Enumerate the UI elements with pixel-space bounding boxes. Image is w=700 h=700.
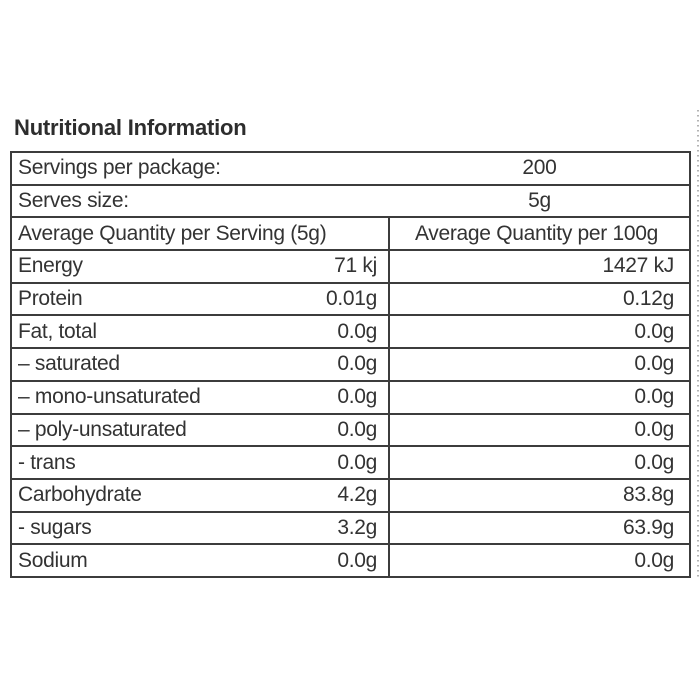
- row-column-headers: Average Quantity per Serving (5g) Averag…: [12, 216, 689, 250]
- per-serving-value: 0.0g: [337, 450, 377, 474]
- per-100g-value: 83.8g: [622, 483, 674, 507]
- energy-cell: Energy 71 kj: [12, 251, 390, 282]
- per-serving-value: 0.0g: [337, 352, 377, 376]
- mono-unsaturated-cell: – mono-unsaturated 0.0g: [12, 381, 390, 413]
- row-carbohydrate: Carbohydrate 4.2g 83.8g: [12, 477, 689, 511]
- per-serving-value: 71 kj: [334, 254, 377, 278]
- protein-cell: Protein 0.01g: [12, 283, 390, 315]
- nutrient-label: Carbohydrate: [18, 483, 142, 507]
- row-fat-total: Fat, total 0.0g 0.0g: [12, 314, 689, 348]
- sugars-cell: - sugars 3.2g: [12, 512, 390, 544]
- nutrient-label: - trans: [18, 450, 76, 474]
- per-100g-value: 1427 kJ: [602, 254, 675, 278]
- servings-per-package-value: 200: [522, 156, 557, 180]
- per-100g-value: 0.0g: [634, 352, 674, 376]
- per-100g-value: 0.0g: [634, 450, 674, 474]
- nutrient-label: – mono-unsaturated: [18, 385, 201, 409]
- per-100g-value: 0.12g: [622, 287, 674, 311]
- row-saturated: – saturated 0.0g 0.0g: [12, 347, 689, 380]
- page-title: Nutritional Information: [14, 115, 247, 140]
- row-poly-unsaturated: – poly-unsaturated 0.0g 0.0g: [12, 412, 689, 446]
- row-servings-per-package: Servings per package: 200: [12, 153, 689, 184]
- row-mono-unsaturated: – mono-unsaturated 0.0g 0.0g: [12, 379, 689, 413]
- row-sugars: - sugars 3.2g 63.9g: [12, 510, 689, 544]
- per-100g-value: 0.0g: [634, 385, 674, 409]
- per-serving-value: 3.2g: [337, 515, 377, 539]
- nutrient-label: – poly-unsaturated: [18, 417, 187, 441]
- per-serving-value: 4.2g: [337, 483, 377, 507]
- nutrient-label: - sugars: [18, 515, 92, 539]
- nutrition-table: Servings per package: 200 Serves size: 5…: [10, 151, 691, 578]
- nutrient-label: Protein: [18, 287, 83, 311]
- saturated-cell: – saturated 0.0g: [12, 349, 390, 380]
- fat-total-cell: Fat, total 0.0g: [12, 316, 390, 348]
- per-100g-value: 0.0g: [634, 417, 674, 441]
- row-serves-size: Serves size: 5g: [12, 183, 689, 217]
- per-serving-value: 0.0g: [337, 548, 377, 572]
- nutrient-label: Fat, total: [18, 319, 97, 343]
- row-energy: Energy 71 kj 1427 kJ: [12, 249, 689, 282]
- bleed-guide-dotted-line: [697, 110, 699, 580]
- trans-cell: - trans 0.0g: [12, 447, 390, 478]
- poly-unsaturated-cell: – poly-unsaturated 0.0g: [12, 414, 390, 446]
- nutrient-label: Energy: [18, 254, 83, 278]
- per-serving-value: 0.0g: [337, 417, 377, 441]
- servings-per-package-label: Servings per package:: [18, 156, 221, 180]
- nutrient-label: Sodium: [18, 548, 88, 572]
- per-serving-value: 0.01g: [325, 287, 377, 311]
- serves-size-value: 5g: [528, 189, 551, 213]
- per-100g-value: 0.0g: [634, 548, 674, 572]
- column-header-per-serving: Average Quantity per Serving (5g): [12, 218, 390, 250]
- nutrient-label: – saturated: [18, 352, 120, 376]
- per-serving-value: 0.0g: [337, 319, 377, 343]
- per-serving-value: 0.0g: [337, 385, 377, 409]
- per-100g-value: 0.0g: [634, 319, 674, 343]
- carbohydrate-cell: Carbohydrate 4.2g: [12, 479, 390, 511]
- column-header-per-100g: Average Quantity per 100g: [414, 221, 659, 245]
- sodium-cell: Sodium 0.0g: [12, 545, 390, 576]
- row-sodium: Sodium 0.0g 0.0g: [12, 543, 689, 576]
- serves-size-label: Serves size:: [18, 189, 129, 213]
- per-100g-value: 63.9g: [622, 515, 674, 539]
- row-trans: - trans 0.0g 0.0g: [12, 445, 689, 478]
- row-protein: Protein 0.01g 0.12g: [12, 281, 689, 315]
